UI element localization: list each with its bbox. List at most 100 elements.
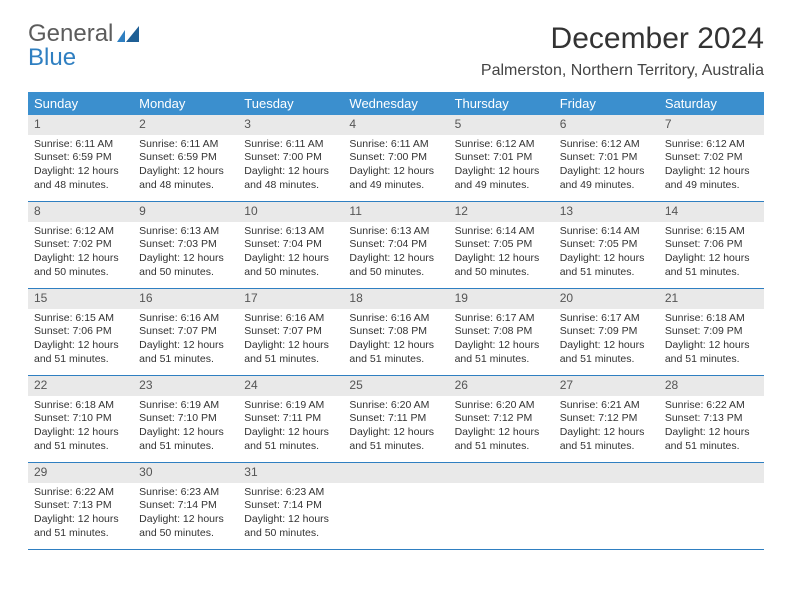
sunset-line: Sunset: 7:14 PM [244, 499, 337, 513]
sunset-line: Sunset: 7:07 PM [244, 325, 337, 339]
sunrise-line: Sunrise: 6:21 AM [560, 399, 653, 413]
day-cell: 5Sunrise: 6:12 AMSunset: 7:01 PMDaylight… [449, 115, 554, 201]
sunrise-line: Sunrise: 6:23 AM [244, 486, 337, 500]
sunrise-line: Sunrise: 6:12 AM [455, 138, 548, 152]
day-body: Sunrise: 6:11 AMSunset: 7:00 PMDaylight:… [238, 135, 343, 199]
day-body: Sunrise: 6:12 AMSunset: 7:01 PMDaylight:… [449, 135, 554, 199]
daylight-line: Daylight: 12 hours and 50 minutes. [455, 252, 548, 279]
sunset-line: Sunset: 7:08 PM [349, 325, 442, 339]
daylight-line: Daylight: 12 hours and 49 minutes. [560, 165, 653, 192]
day-body: Sunrise: 6:13 AMSunset: 7:04 PMDaylight:… [343, 222, 448, 286]
day-number: 17 [238, 289, 343, 309]
month-title: December 2024 [481, 22, 764, 56]
day-number-empty [449, 463, 554, 483]
sunset-line: Sunset: 7:04 PM [244, 238, 337, 252]
daylight-line: Daylight: 12 hours and 51 minutes. [244, 339, 337, 366]
sunset-line: Sunset: 7:10 PM [139, 412, 232, 426]
day-number: 18 [343, 289, 448, 309]
day-body: Sunrise: 6:19 AMSunset: 7:11 PMDaylight:… [238, 396, 343, 460]
daylight-line: Daylight: 12 hours and 51 minutes. [244, 426, 337, 453]
day-number: 31 [238, 463, 343, 483]
day-cell-empty [554, 463, 659, 549]
day-number-empty [343, 463, 448, 483]
day-body: Sunrise: 6:12 AMSunset: 7:01 PMDaylight:… [554, 135, 659, 199]
sunrise-line: Sunrise: 6:11 AM [349, 138, 442, 152]
sunset-line: Sunset: 7:05 PM [560, 238, 653, 252]
day-number: 10 [238, 202, 343, 222]
day-cell: 6Sunrise: 6:12 AMSunset: 7:01 PMDaylight… [554, 115, 659, 201]
day-number: 25 [343, 376, 448, 396]
day-body: Sunrise: 6:19 AMSunset: 7:10 PMDaylight:… [133, 396, 238, 460]
sunrise-line: Sunrise: 6:18 AM [665, 312, 758, 326]
day-cell: 7Sunrise: 6:12 AMSunset: 7:02 PMDaylight… [659, 115, 764, 201]
sunset-line: Sunset: 7:05 PM [455, 238, 548, 252]
day-cell: 17Sunrise: 6:16 AMSunset: 7:07 PMDayligh… [238, 289, 343, 375]
day-cell: 3Sunrise: 6:11 AMSunset: 7:00 PMDaylight… [238, 115, 343, 201]
sunset-line: Sunset: 7:13 PM [34, 499, 127, 513]
day-cell: 10Sunrise: 6:13 AMSunset: 7:04 PMDayligh… [238, 202, 343, 288]
day-cell: 28Sunrise: 6:22 AMSunset: 7:13 PMDayligh… [659, 376, 764, 462]
sunrise-line: Sunrise: 6:16 AM [244, 312, 337, 326]
day-body: Sunrise: 6:16 AMSunset: 7:07 PMDaylight:… [238, 309, 343, 373]
sunset-line: Sunset: 7:14 PM [139, 499, 232, 513]
logo: General Blue [28, 22, 139, 70]
day-cell: 26Sunrise: 6:20 AMSunset: 7:12 PMDayligh… [449, 376, 554, 462]
day-cell-empty [449, 463, 554, 549]
day-cell: 30Sunrise: 6:23 AMSunset: 7:14 PMDayligh… [133, 463, 238, 549]
day-body: Sunrise: 6:11 AMSunset: 6:59 PMDaylight:… [28, 135, 133, 199]
day-cell: 15Sunrise: 6:15 AMSunset: 7:06 PMDayligh… [28, 289, 133, 375]
logo-text-general: General [28, 22, 113, 46]
sunrise-line: Sunrise: 6:11 AM [244, 138, 337, 152]
sunset-line: Sunset: 7:02 PM [34, 238, 127, 252]
daylight-line: Daylight: 12 hours and 51 minutes. [560, 252, 653, 279]
day-body: Sunrise: 6:22 AMSunset: 7:13 PMDaylight:… [659, 396, 764, 460]
sunset-line: Sunset: 6:59 PM [34, 151, 127, 165]
sunset-line: Sunset: 7:11 PM [244, 412, 337, 426]
sunrise-line: Sunrise: 6:22 AM [665, 399, 758, 413]
sunrise-line: Sunrise: 6:11 AM [139, 138, 232, 152]
sunrise-line: Sunrise: 6:17 AM [455, 312, 548, 326]
day-cell: 31Sunrise: 6:23 AMSunset: 7:14 PMDayligh… [238, 463, 343, 549]
weekday-friday: Friday [554, 92, 659, 115]
daylight-line: Daylight: 12 hours and 49 minutes. [349, 165, 442, 192]
week-row: 22Sunrise: 6:18 AMSunset: 7:10 PMDayligh… [28, 376, 764, 463]
daylight-line: Daylight: 12 hours and 51 minutes. [665, 426, 758, 453]
title-block: December 2024 Palmerston, Northern Terri… [481, 22, 764, 80]
sunrise-line: Sunrise: 6:13 AM [139, 225, 232, 239]
day-body: Sunrise: 6:12 AMSunset: 7:02 PMDaylight:… [28, 222, 133, 286]
weekday-thursday: Thursday [449, 92, 554, 115]
sunrise-line: Sunrise: 6:17 AM [560, 312, 653, 326]
daylight-line: Daylight: 12 hours and 51 minutes. [139, 426, 232, 453]
daylight-line: Daylight: 12 hours and 50 minutes. [244, 252, 337, 279]
daylight-line: Daylight: 12 hours and 51 minutes. [560, 426, 653, 453]
header: General Blue December 2024 Palmerston, N… [28, 22, 764, 80]
sunrise-line: Sunrise: 6:14 AM [560, 225, 653, 239]
sunrise-line: Sunrise: 6:13 AM [349, 225, 442, 239]
day-body: Sunrise: 6:11 AMSunset: 7:00 PMDaylight:… [343, 135, 448, 199]
weeks-container: 1Sunrise: 6:11 AMSunset: 6:59 PMDaylight… [28, 115, 764, 550]
weekday-monday: Monday [133, 92, 238, 115]
day-body: Sunrise: 6:20 AMSunset: 7:12 PMDaylight:… [449, 396, 554, 460]
day-cell: 4Sunrise: 6:11 AMSunset: 7:00 PMDaylight… [343, 115, 448, 201]
sunrise-line: Sunrise: 6:15 AM [665, 225, 758, 239]
sunrise-line: Sunrise: 6:15 AM [34, 312, 127, 326]
week-row: 29Sunrise: 6:22 AMSunset: 7:13 PMDayligh… [28, 463, 764, 550]
day-body: Sunrise: 6:13 AMSunset: 7:03 PMDaylight:… [133, 222, 238, 286]
day-number: 14 [659, 202, 764, 222]
sunset-line: Sunset: 7:06 PM [665, 238, 758, 252]
daylight-line: Daylight: 12 hours and 48 minutes. [244, 165, 337, 192]
sunset-line: Sunset: 7:09 PM [665, 325, 758, 339]
day-cell: 8Sunrise: 6:12 AMSunset: 7:02 PMDaylight… [28, 202, 133, 288]
logo-text-blue: Blue [28, 46, 139, 70]
sunset-line: Sunset: 7:04 PM [349, 238, 442, 252]
daylight-line: Daylight: 12 hours and 51 minutes. [560, 339, 653, 366]
sunrise-line: Sunrise: 6:18 AM [34, 399, 127, 413]
sunset-line: Sunset: 7:12 PM [455, 412, 548, 426]
location-text: Palmerston, Northern Territory, Australi… [481, 62, 764, 80]
day-body: Sunrise: 6:16 AMSunset: 7:08 PMDaylight:… [343, 309, 448, 373]
sunset-line: Sunset: 7:12 PM [560, 412, 653, 426]
day-cell: 11Sunrise: 6:13 AMSunset: 7:04 PMDayligh… [343, 202, 448, 288]
day-cell: 25Sunrise: 6:20 AMSunset: 7:11 PMDayligh… [343, 376, 448, 462]
day-number-empty [554, 463, 659, 483]
daylight-line: Daylight: 12 hours and 51 minutes. [665, 339, 758, 366]
